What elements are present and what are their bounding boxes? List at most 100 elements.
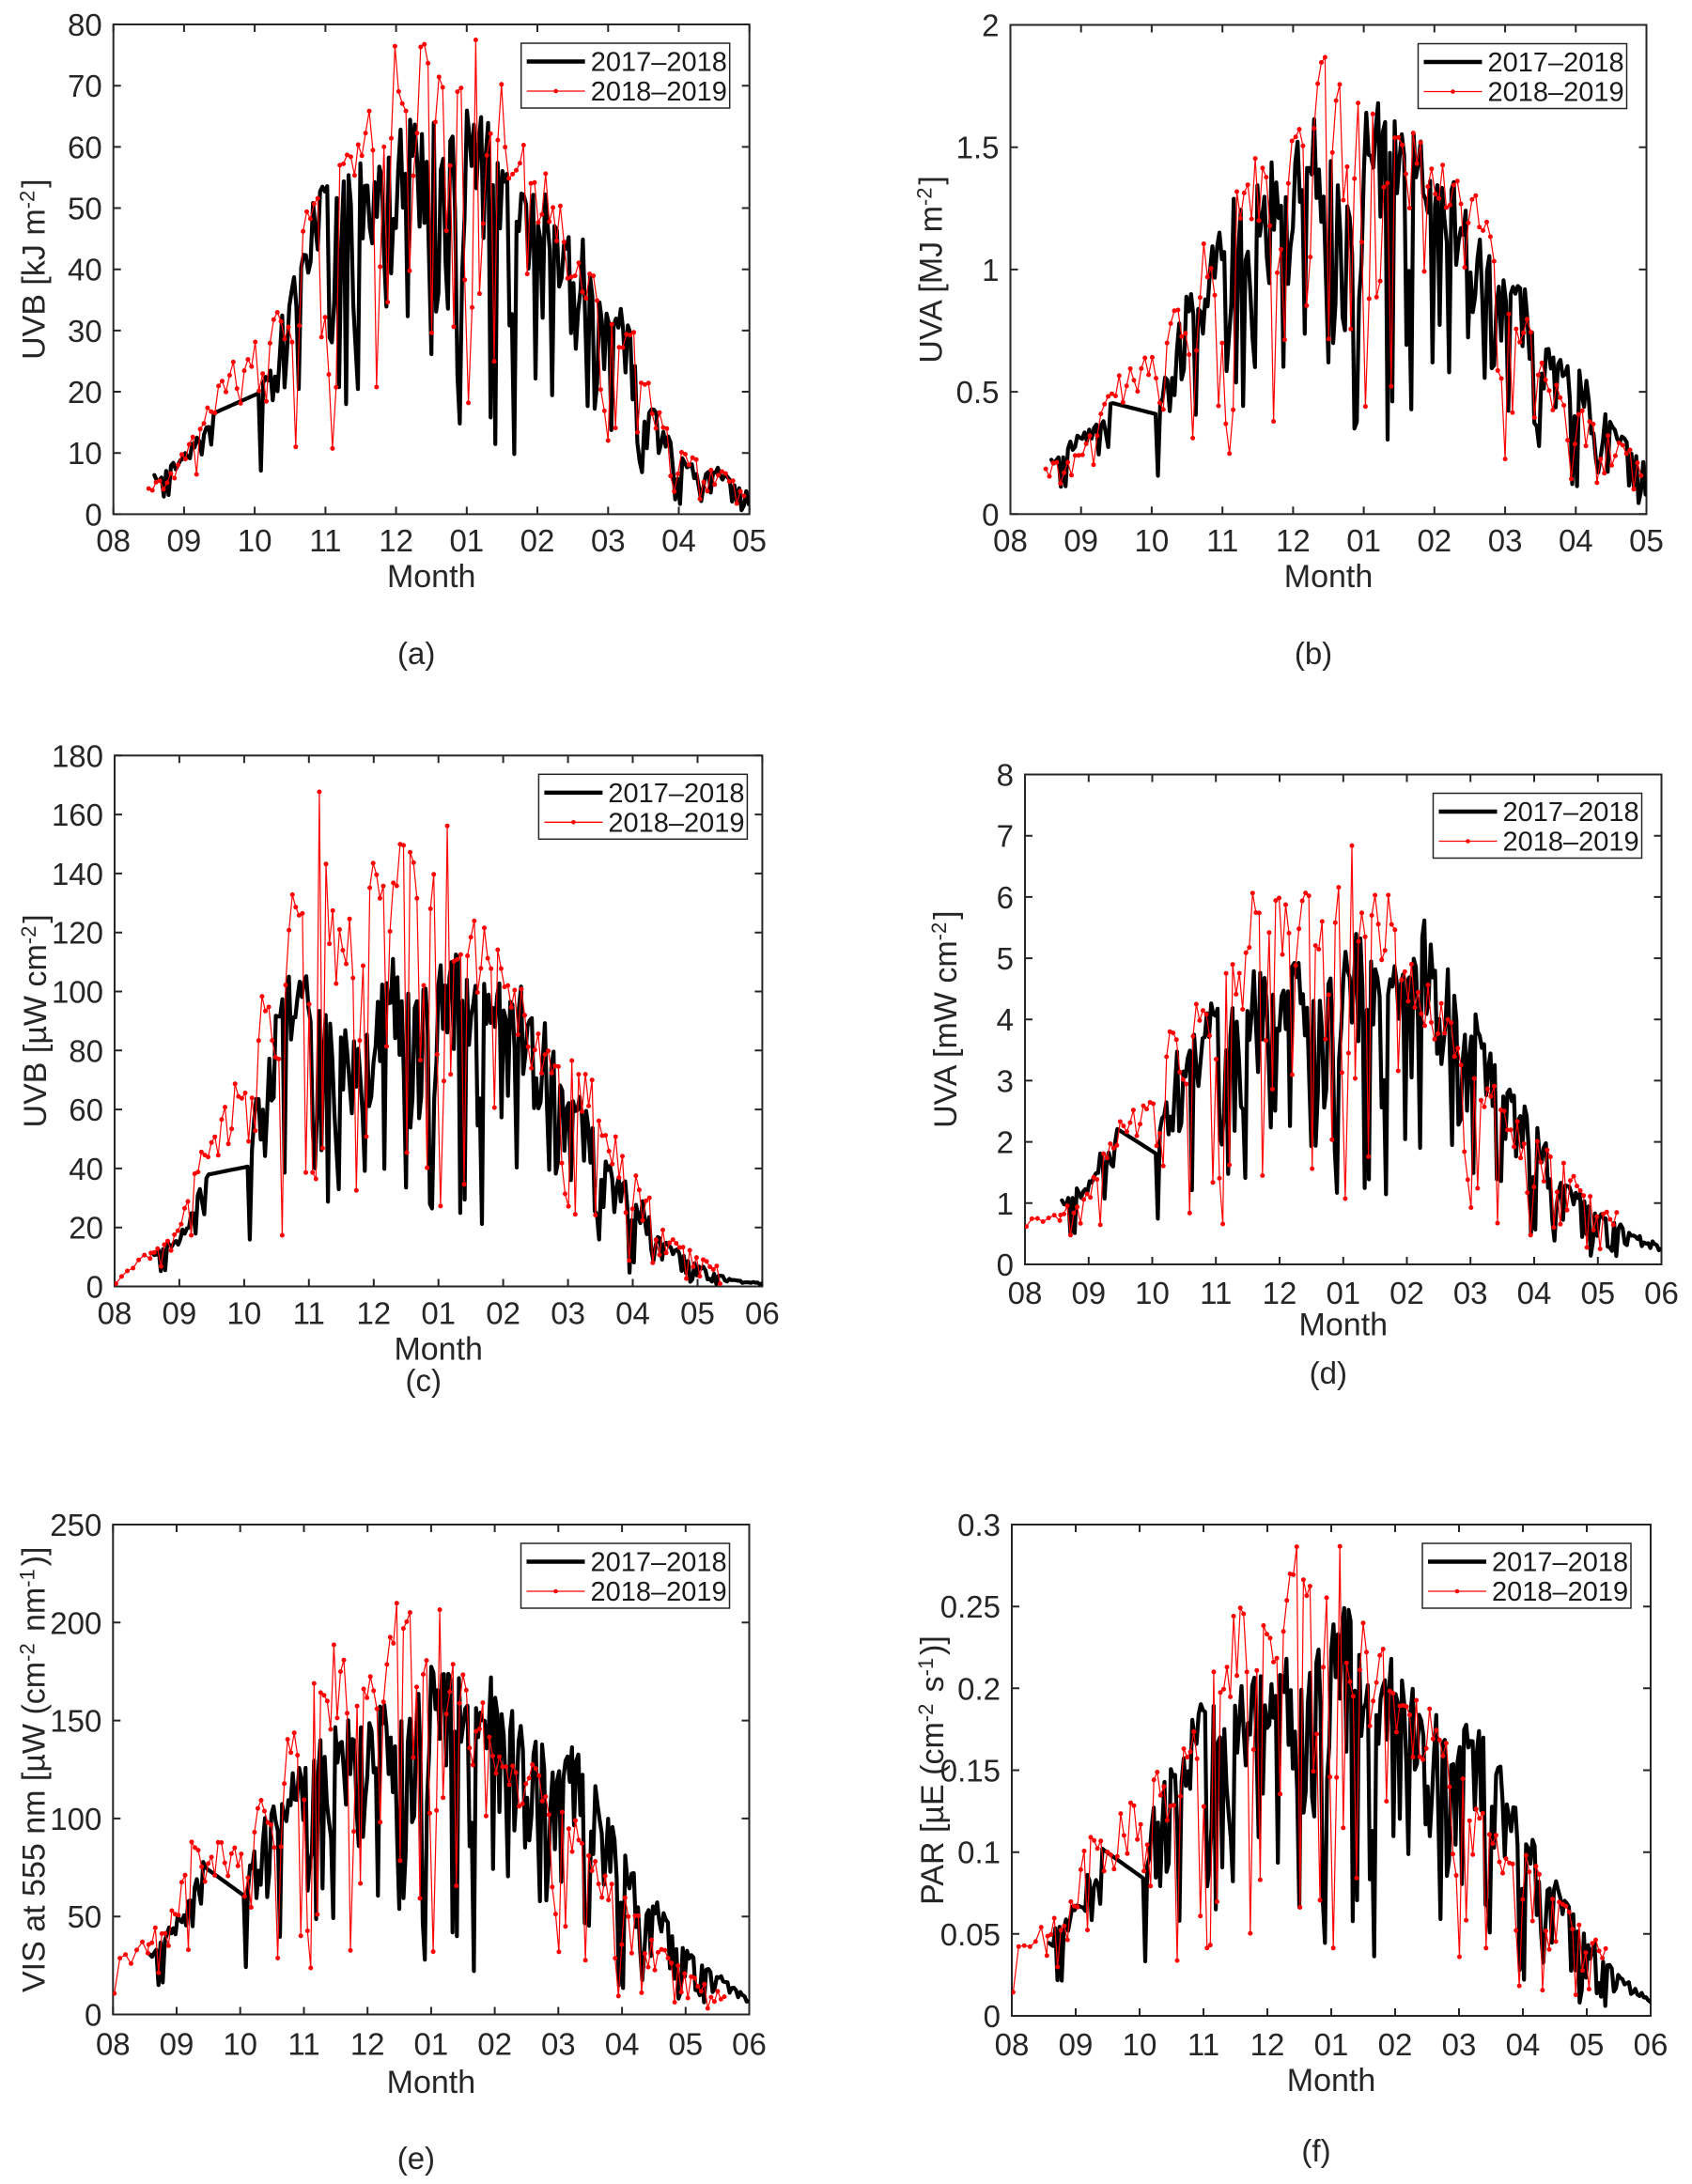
- svg-text:Month: Month: [1299, 1308, 1389, 1343]
- svg-text:08: 08: [96, 523, 131, 558]
- svg-text:10: 10: [68, 436, 102, 471]
- svg-text:01: 01: [1326, 1276, 1360, 1310]
- svg-text:12: 12: [356, 1296, 391, 1331]
- svg-text:140: 140: [52, 857, 103, 891]
- svg-text:01: 01: [414, 2027, 449, 2062]
- svg-text:UVB [µW cm-2 ]: UVB [µW cm-2 ]: [17, 914, 54, 1127]
- svg-text:0.2: 0.2: [957, 1671, 1001, 1706]
- svg-text:2018–2019: 2018–2019: [591, 77, 727, 107]
- svg-text:09: 09: [1071, 1276, 1106, 1310]
- svg-text:10: 10: [1123, 2027, 1157, 2062]
- svg-text:0.25: 0.25: [940, 1589, 1001, 1624]
- svg-text:09: 09: [167, 523, 202, 558]
- svg-text:50: 50: [68, 1899, 102, 1934]
- svg-text:(f): (f): [1301, 2133, 1330, 2168]
- svg-text:05: 05: [668, 2027, 703, 2062]
- svg-text:05: 05: [680, 1296, 715, 1331]
- svg-text:02: 02: [1417, 523, 1451, 558]
- svg-text:03: 03: [591, 523, 626, 558]
- svg-text:04: 04: [615, 1296, 650, 1331]
- svg-text:11: 11: [1188, 2027, 1219, 2062]
- svg-text:09: 09: [1059, 2027, 1094, 2062]
- svg-text:03: 03: [1453, 1276, 1488, 1310]
- svg-text:20: 20: [69, 1211, 103, 1246]
- svg-text:Month: Month: [387, 2065, 476, 2100]
- svg-text:2017–2018: 2017–2018: [1488, 48, 1624, 78]
- svg-text:180: 180: [52, 738, 103, 773]
- svg-text:0: 0: [85, 1998, 101, 2033]
- svg-text:100: 100: [52, 975, 103, 1010]
- svg-text:(b): (b): [1295, 636, 1332, 671]
- svg-text:VIS at 555 nm [µW (cm-2 nm-1: VIS at 555 nm [µW (cm-2 nm-1 )]: [15, 1547, 52, 1992]
- svg-text:2: 2: [997, 1125, 1014, 1160]
- svg-text:3: 3: [997, 1063, 1014, 1098]
- svg-text:04: 04: [1506, 2027, 1541, 2062]
- svg-text:06: 06: [745, 1296, 780, 1331]
- svg-text:11: 11: [293, 1296, 325, 1331]
- svg-text:2018–2019: 2018–2019: [1503, 828, 1639, 858]
- svg-text:Month: Month: [1284, 559, 1374, 595]
- svg-text:03: 03: [1488, 523, 1523, 558]
- svg-text:70: 70: [68, 69, 102, 103]
- svg-text:04: 04: [661, 523, 696, 558]
- svg-text:01: 01: [1314, 2027, 1349, 2062]
- svg-text:5: 5: [997, 941, 1014, 976]
- svg-text:(a): (a): [397, 636, 435, 671]
- svg-text:06: 06: [1644, 1276, 1679, 1310]
- svg-text:02: 02: [520, 523, 555, 558]
- svg-text:03: 03: [541, 2027, 576, 2062]
- svg-text:06: 06: [732, 2027, 767, 2062]
- svg-text:11: 11: [1206, 523, 1238, 558]
- svg-text:02: 02: [1378, 2027, 1413, 2062]
- svg-text:(d): (d): [1310, 1355, 1347, 1390]
- svg-text:02: 02: [486, 1296, 520, 1331]
- svg-text:Month: Month: [394, 1332, 483, 1368]
- svg-text:2017–2018: 2017–2018: [1503, 798, 1639, 828]
- svg-text:02: 02: [477, 2027, 512, 2062]
- svg-text:160: 160: [52, 798, 103, 832]
- svg-text:05: 05: [732, 523, 767, 558]
- svg-text:7: 7: [997, 819, 1014, 854]
- svg-text:2018–2019: 2018–2019: [1492, 1577, 1628, 1607]
- svg-text:100: 100: [50, 1802, 101, 1836]
- svg-text:0.15: 0.15: [940, 1754, 1001, 1789]
- svg-text:30: 30: [68, 314, 102, 349]
- svg-text:11: 11: [1200, 1276, 1232, 1310]
- svg-text:UVA [MJ m-2 ]: UVA [MJ m-2 ]: [913, 176, 950, 363]
- svg-text:2017–2018: 2017–2018: [1492, 1548, 1628, 1578]
- svg-text:09: 09: [160, 2027, 194, 2062]
- svg-text:0: 0: [86, 1270, 103, 1305]
- svg-text:10: 10: [227, 1296, 262, 1331]
- svg-text:08: 08: [96, 2027, 131, 2062]
- svg-text:150: 150: [50, 1704, 101, 1739]
- svg-text:10: 10: [223, 2027, 257, 2062]
- svg-text:4: 4: [997, 1002, 1014, 1037]
- svg-text:0: 0: [984, 1999, 1001, 2034]
- svg-text:01: 01: [449, 523, 484, 558]
- svg-text:0: 0: [85, 497, 101, 532]
- svg-text:(e): (e): [397, 2141, 435, 2176]
- svg-text:2: 2: [982, 8, 999, 43]
- svg-text:60: 60: [68, 130, 102, 164]
- svg-text:2017–2018: 2017–2018: [608, 779, 744, 809]
- svg-text:12: 12: [1276, 523, 1311, 558]
- svg-text:50: 50: [68, 192, 102, 226]
- svg-text:0.1: 0.1: [957, 1835, 1001, 1870]
- svg-text:2018–2019: 2018–2019: [1488, 78, 1624, 108]
- svg-text:09: 09: [163, 1296, 197, 1331]
- svg-text:04: 04: [1559, 523, 1593, 558]
- svg-text:UVB [kJ m-2 ]: UVB [kJ m-2 ]: [16, 178, 53, 359]
- svg-text:20: 20: [68, 375, 102, 410]
- svg-text:Month: Month: [1287, 2063, 1376, 2099]
- svg-text:04: 04: [1517, 1276, 1552, 1310]
- svg-text:60: 60: [69, 1092, 103, 1127]
- svg-text:12: 12: [379, 523, 413, 558]
- svg-text:10: 10: [238, 523, 272, 558]
- svg-text:80: 80: [69, 1033, 103, 1068]
- svg-text:12: 12: [1263, 1276, 1297, 1310]
- svg-text:200: 200: [50, 1605, 101, 1640]
- svg-text:40: 40: [68, 253, 102, 287]
- svg-text:01: 01: [421, 1296, 456, 1331]
- svg-text:0: 0: [982, 497, 999, 532]
- svg-text:UVA [mW cm-2 ]: UVA [mW cm-2 ]: [927, 910, 964, 1127]
